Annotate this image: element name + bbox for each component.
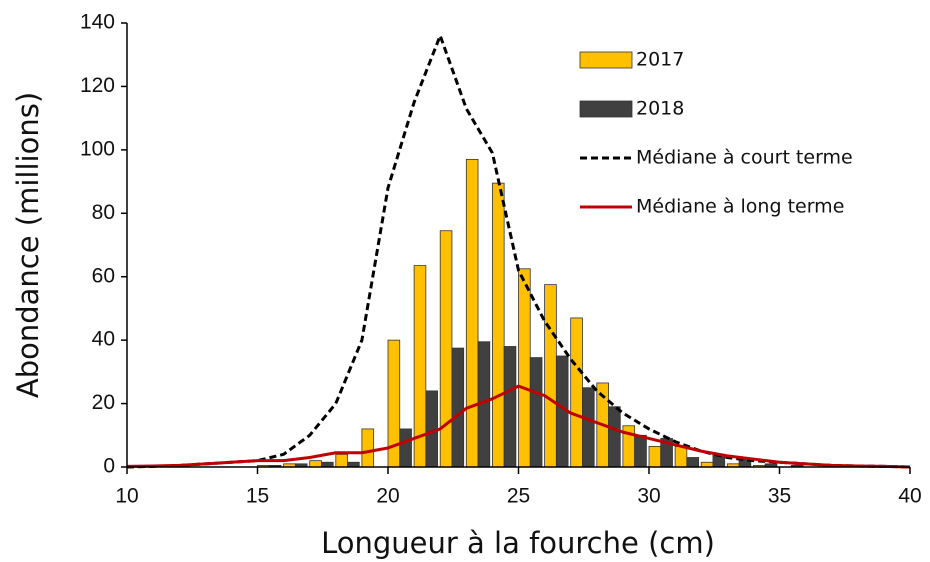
legend-label: Médiane à court terme [636,147,853,169]
y-tick-label: 40 [92,328,115,351]
x-tick-label: 15 [246,485,269,508]
bar [451,347,465,468]
bar [529,357,543,468]
line [126,384,911,469]
bar [335,453,348,468]
legend-label: 2017 [636,49,684,71]
x-tick-label: 10 [115,485,138,508]
legend-label: Médiane à long terme [636,196,844,218]
y-tick-label: 20 [92,391,115,414]
y-tick-label: 80 [92,201,115,224]
x-tick-label: 20 [376,485,399,508]
bar [648,445,662,468]
bar [503,346,517,468]
bar [361,428,375,468]
y-tick-label: 60 [92,264,115,287]
legend-label: 2018 [636,98,684,120]
y-tick-label: 0 [103,455,115,478]
legend-swatch [579,100,633,118]
bar [439,230,453,468]
bar [608,406,621,468]
x-tick-label: 35 [768,485,791,508]
bar [518,268,531,468]
bar [399,428,412,468]
x-tick-label: 40 [898,485,921,508]
bar [570,317,583,468]
x-tick-label: 30 [637,485,660,508]
y-tick-label: 140 [80,11,115,34]
line [126,34,911,469]
bar [465,158,479,468]
bar [582,387,595,468]
bar [634,434,647,468]
y-tick-label: 100 [80,137,115,160]
bar [544,284,557,468]
bar [674,445,688,468]
bar [686,457,699,468]
bar [491,182,505,468]
legend-swatch [579,51,633,69]
bar [309,460,322,468]
x-tick-label: 25 [507,485,530,508]
y-axis-title: Abondance (millions) [11,92,45,398]
y-tick-label: 120 [80,74,115,97]
x-axis-title: Longueur à la fourche (cm) [321,526,715,560]
